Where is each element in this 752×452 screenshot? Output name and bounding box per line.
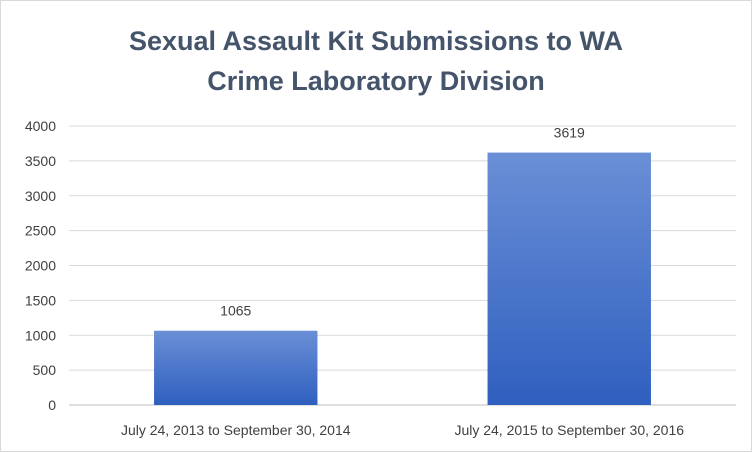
y-tick-label: 1000: [25, 327, 56, 343]
bar: [487, 152, 651, 405]
data-label: 3619: [554, 125, 585, 141]
y-tick-label: 3000: [25, 188, 56, 204]
x-tick-label: July 24, 2015 to September 30, 2016: [454, 422, 684, 438]
bar: [154, 330, 318, 405]
y-tick-label: 2000: [25, 258, 56, 274]
chart-title-line-1: Sexual Assault Kit Submissions to WA: [128, 26, 624, 56]
y-axis-tick-labels: 0 500 1000 1500 2000 2500 3000 3500 4000: [25, 118, 56, 413]
data-labels: 1065 3619: [220, 125, 585, 319]
y-tick-label: 2500: [25, 223, 56, 239]
x-tick-label: July 24, 2013 to September 30, 2014: [121, 422, 351, 438]
bars: [154, 152, 651, 405]
y-tick-label: 500: [33, 362, 57, 378]
data-label: 1065: [220, 303, 251, 319]
y-tick-label: 4000: [25, 118, 56, 134]
chart-title: Sexual Assault Kit Submissions to WA Cri…: [1, 21, 751, 101]
x-axis-tick-labels: July 24, 2013 to September 30, 2014 July …: [121, 422, 684, 438]
chart-title-line-2: Crime Laboratory Division: [207, 66, 545, 96]
y-tick-label: 0: [48, 397, 56, 413]
y-tick-label: 1500: [25, 292, 56, 308]
y-tick-label: 3500: [25, 153, 56, 169]
